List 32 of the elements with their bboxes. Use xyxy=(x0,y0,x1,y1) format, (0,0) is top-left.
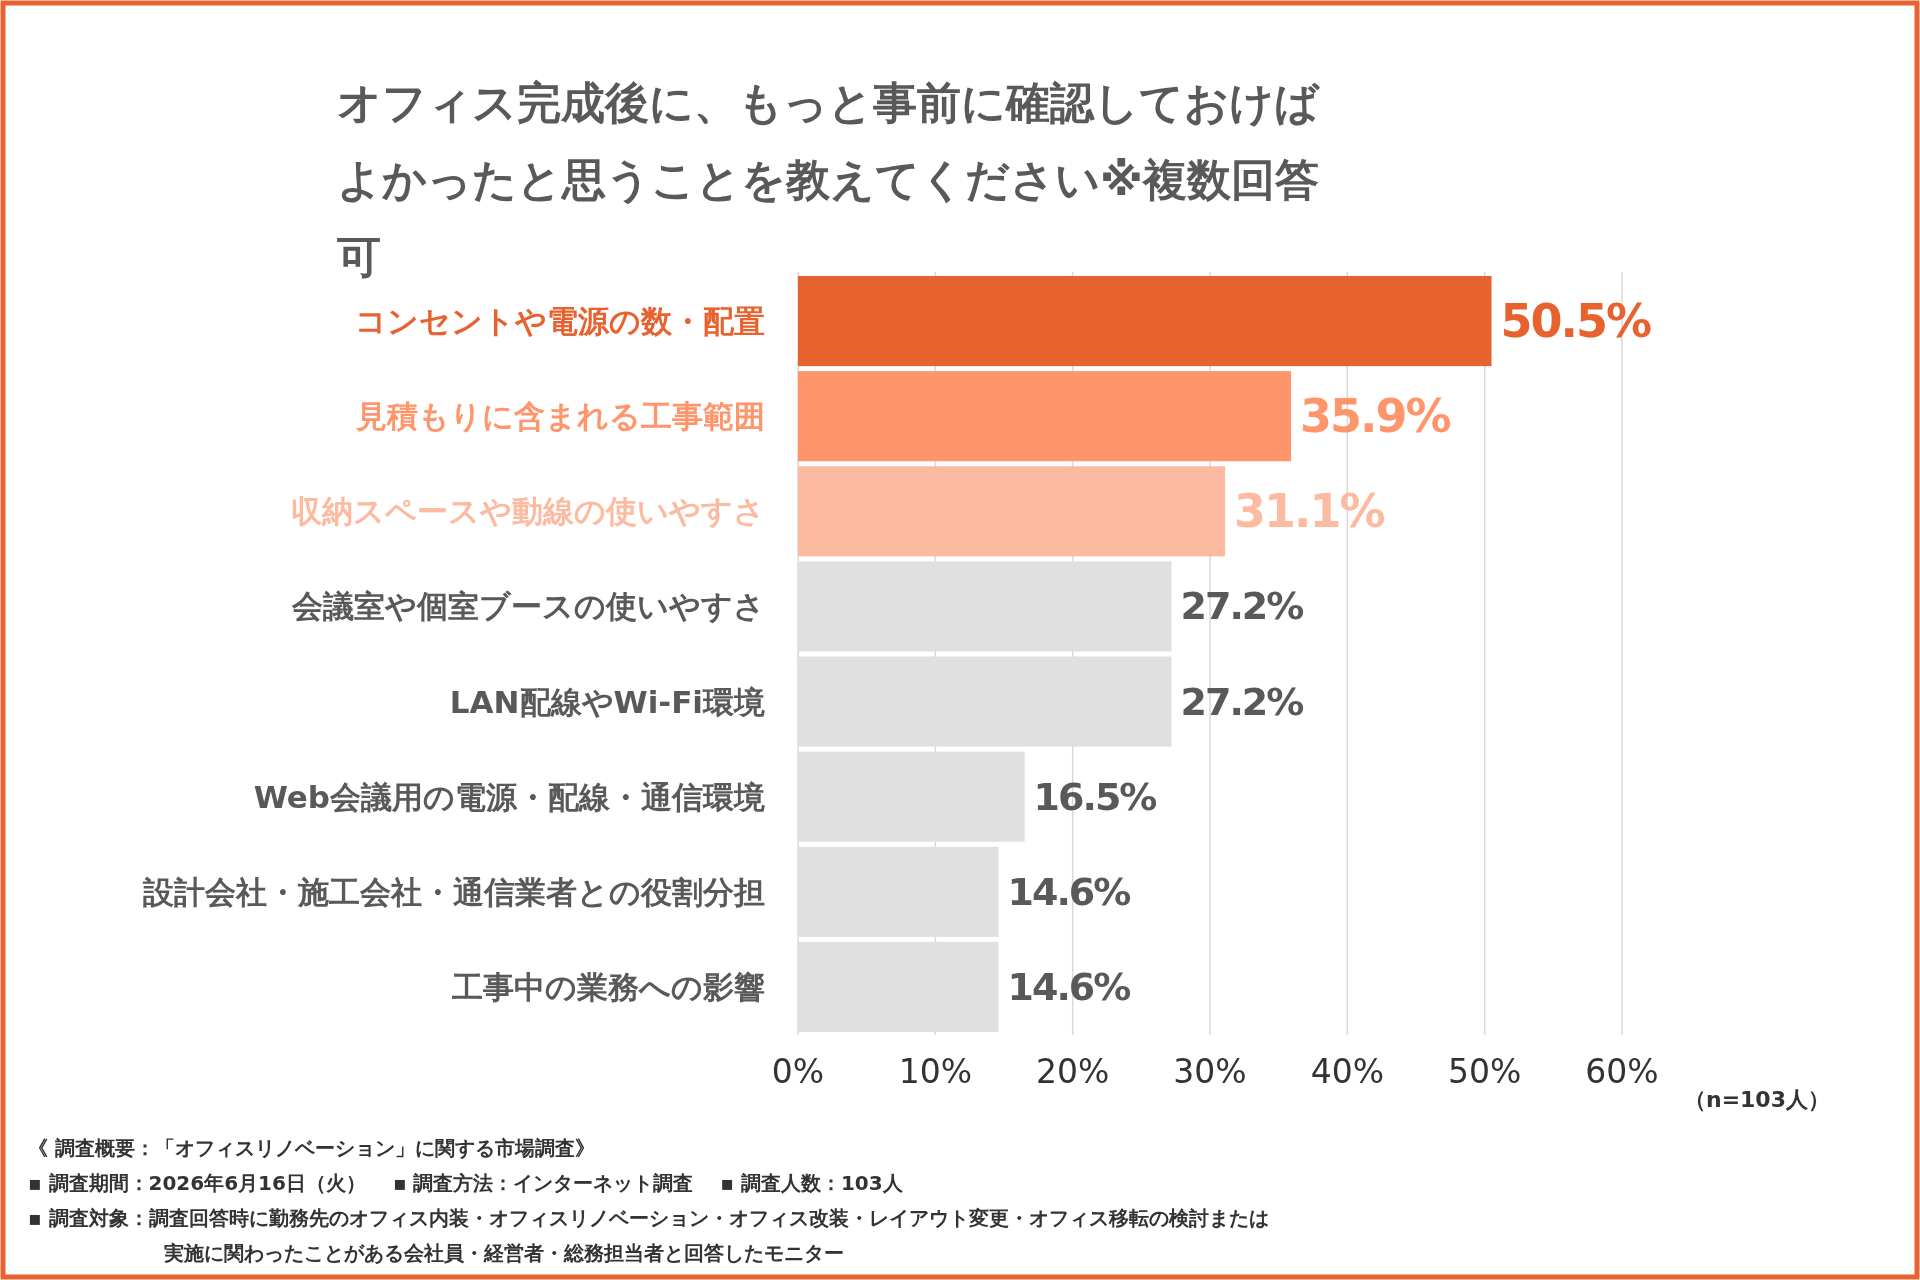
y-tick-label: Web会議用の電源・配線・通信環境 xyxy=(253,778,765,815)
text: 実施に関わったことがある会社員・経営者・総務担当者と回答したモニター xyxy=(163,1241,844,1265)
bar xyxy=(798,371,1292,462)
data-label: 16.5% xyxy=(1033,774,1157,819)
x-tick-label: 10% xyxy=(898,1052,973,1091)
y-tick-label: 会議室や個室ブースの使いやすさ xyxy=(291,588,765,625)
data-label: 31.1% xyxy=(1234,484,1385,539)
y-tick-label: 設計会社・施工会社・通信業者との役割分担 xyxy=(142,873,765,910)
y-tick-label: コンセントや電源の数・配置 xyxy=(355,303,765,340)
x-tick-label: 0% xyxy=(771,1052,825,1091)
y-tick-label: 収納スペースや動線の使いやすさ xyxy=(291,493,765,530)
x-tick-label: 30% xyxy=(1173,1052,1247,1091)
x-tick-label: 20% xyxy=(1035,1052,1110,1091)
x-tick-label: 40% xyxy=(1310,1052,1385,1091)
y-tick-label: LAN配線やWi-Fi環境 xyxy=(449,683,765,720)
data-label: 35.9% xyxy=(1300,389,1451,444)
bar xyxy=(798,466,1226,557)
data-label: 27.2% xyxy=(1180,679,1304,724)
data-label: 50.5% xyxy=(1500,294,1652,349)
data-label: 27.2% xyxy=(1180,584,1304,629)
x-tick-label: 60% xyxy=(1585,1052,1659,1091)
text: ▪ 調査期間：2026年6月16日（火） ▪ 調査方法：インターネット調査 ▪ 調査人数：103人 xyxy=(28,1171,904,1195)
text: 《 調査概要：「オフィスリノベーション」に関する市場調査》 xyxy=(28,1136,595,1160)
y-tick-label: 見積もりに含まれる工事範囲 xyxy=(355,398,765,435)
chart-title: オフィス完成後に、もっと事前に確認しておけばよかったと思うことを教えてください※複数回答可 xyxy=(337,77,1320,282)
text: ▪ 調査対象：調査回答時に勤務先のオフィス内装・オフィスリノベーション・オフィス改装・レイアウト変更・オフィス移転の検討または xyxy=(28,1206,1269,1230)
data-label: 14.6% xyxy=(1007,869,1131,914)
text: （n=103人） xyxy=(1683,1087,1830,1112)
x-tick-label: 50% xyxy=(1447,1052,1522,1091)
bar xyxy=(798,276,1492,367)
data-label: 14.6% xyxy=(1007,964,1131,1009)
y-tick-label: 工事中の業務への影響 xyxy=(451,968,765,1005)
